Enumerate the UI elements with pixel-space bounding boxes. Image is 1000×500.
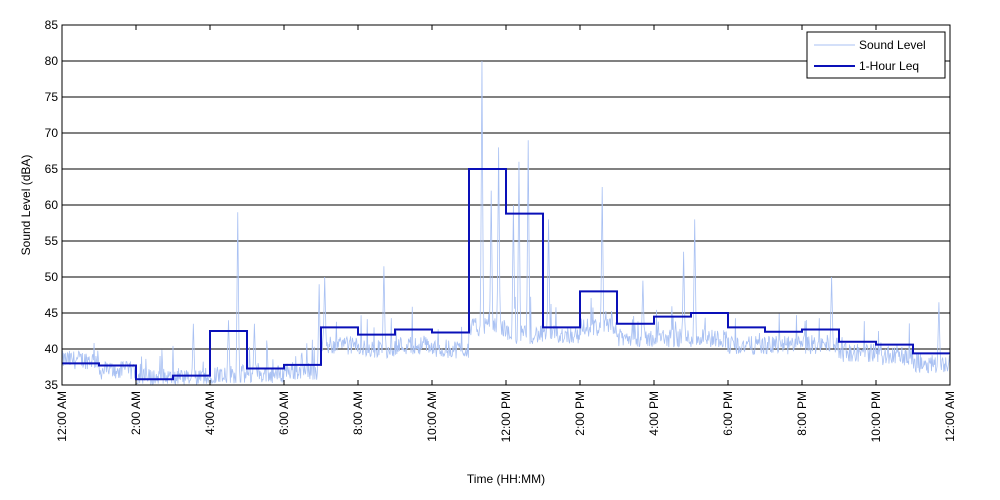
x-tick-label: 2:00 PM	[573, 391, 587, 436]
x-tick-label: 8:00 PM	[795, 391, 809, 436]
x-tick-label: 12:00 AM	[55, 391, 69, 442]
legend-box	[806, 31, 946, 79]
y-tick-label: 75	[45, 90, 59, 104]
y-tick-label: 70	[45, 126, 59, 140]
x-tick-label: 4:00 AM	[203, 391, 217, 435]
legend-label-leq: 1-Hour Leq	[859, 59, 919, 73]
x-tick-label: 8:00 AM	[351, 391, 365, 435]
y-tick-label: 35	[45, 378, 59, 392]
y-tick-label: 85	[45, 18, 59, 32]
y-tick-label: 60	[45, 198, 59, 212]
x-tick-label: 12:00 AM	[943, 391, 957, 442]
series-line-leq	[62, 168, 950, 381]
x-tick-label: 2:00 AM	[129, 391, 143, 435]
y-tick-label: 50	[45, 270, 59, 284]
y-tick-label: 55	[45, 234, 59, 248]
y-tick-label: 40	[45, 342, 59, 356]
ticks: 35 40 45 50 55 60 65 70 75 80 85 12:00 AM 2:00 AM 4:0…	[45, 18, 957, 442]
x-tick-label: 6:00 PM	[721, 391, 735, 436]
x-tick-label: 4:00 PM	[647, 391, 661, 436]
x-tick-label: 12:00 PM	[499, 391, 513, 442]
x-tick-label: 10:00 AM	[425, 391, 439, 442]
y-tick-label: 65	[45, 162, 59, 176]
legend: Sound Level 1-Hour Leq	[806, 31, 946, 79]
series-layer	[61, 60, 951, 386]
legend-label-sound-level: Sound Level	[859, 38, 926, 52]
x-tick-label: 10:00 PM	[869, 391, 883, 442]
x-tick-label: 6:00 AM	[277, 391, 291, 435]
y-tick-label: 45	[45, 306, 59, 320]
y-axis-label: Sound Level (dBA)	[19, 155, 33, 256]
y-tick-label: 80	[45, 54, 59, 68]
series-line-sound-level	[61, 60, 951, 386]
x-axis-label: Time (HH:MM)	[467, 472, 545, 486]
